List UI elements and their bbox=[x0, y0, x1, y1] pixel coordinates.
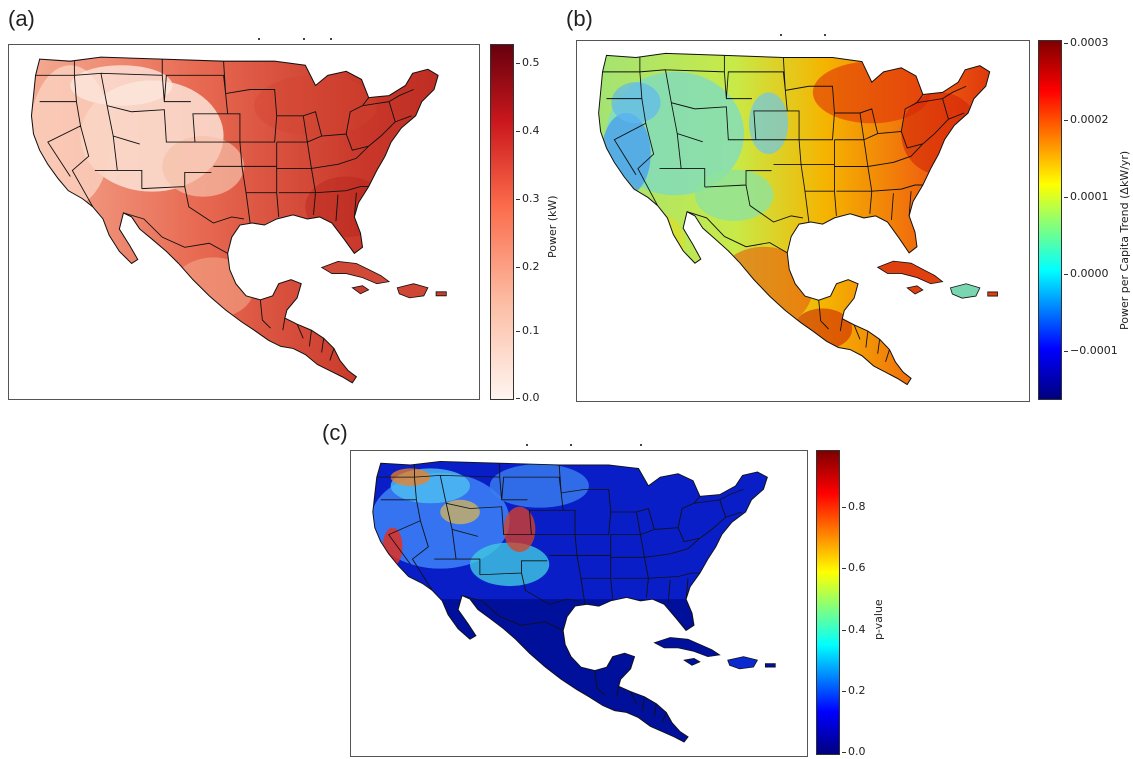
colorbar-b-tick-0: 0.0003 bbox=[1064, 36, 1109, 49]
colorbar-c-tick-0: 0.8 bbox=[842, 500, 866, 513]
colorbar-b-label: Power per Capita Trend (ΔkW/yr) bbox=[1118, 150, 1131, 330]
marker-dot bbox=[303, 38, 305, 40]
colorbar-b-tick-1: 0.0002 bbox=[1064, 113, 1109, 126]
panel-c-map bbox=[350, 450, 808, 757]
colorbar-c bbox=[816, 450, 840, 755]
colorbar-a-tick-4: 0.1 bbox=[516, 324, 540, 337]
colorbar-a-tick-2: 0.3 bbox=[516, 192, 540, 205]
marker-dot bbox=[330, 38, 332, 40]
marker-dot bbox=[780, 34, 782, 36]
colorbar-c-tick-3: 0.2 bbox=[842, 684, 866, 697]
marker-dot bbox=[824, 34, 826, 36]
marker-dot bbox=[640, 444, 642, 446]
power-field-a bbox=[31, 57, 439, 383]
panel-c-label: (c) bbox=[322, 420, 348, 445]
panel-a-label: (a) bbox=[8, 6, 35, 31]
colorbar-c-tick-4: 0.0 bbox=[842, 745, 866, 758]
colorbar-b-tick-3: 0.0000 bbox=[1064, 267, 1109, 280]
panel-b-label: (b) bbox=[566, 6, 593, 31]
colorbar-b bbox=[1038, 40, 1062, 400]
trend-field-b bbox=[598, 53, 990, 385]
marker-dot bbox=[258, 38, 260, 40]
colorbar-b-tick-2: 0.0001 bbox=[1064, 190, 1109, 203]
marker-dot bbox=[526, 444, 528, 446]
marker-dot bbox=[570, 444, 572, 446]
colorbar-a-tick-3: 0.2 bbox=[516, 260, 540, 273]
colorbar-c-label: p-value bbox=[872, 599, 885, 640]
panel-b-map bbox=[576, 40, 1030, 402]
colorbar-a-tick-5: 0.0 bbox=[516, 391, 540, 404]
colorbar-c-tick-1: 0.6 bbox=[842, 561, 866, 574]
colorbar-c-tick-2: 0.4 bbox=[842, 623, 866, 636]
colorbar-a-tick-1: 0.4 bbox=[516, 124, 540, 137]
colorbar-a-label: Power (kW) bbox=[546, 195, 559, 258]
pvalue-field-c bbox=[372, 461, 768, 743]
colorbar-b-tick-4: −0.0001 bbox=[1064, 344, 1118, 357]
colorbar-a-tick-0: 0.5 bbox=[516, 56, 540, 69]
colorbar-a bbox=[490, 44, 514, 400]
panel-a-map bbox=[8, 44, 480, 400]
